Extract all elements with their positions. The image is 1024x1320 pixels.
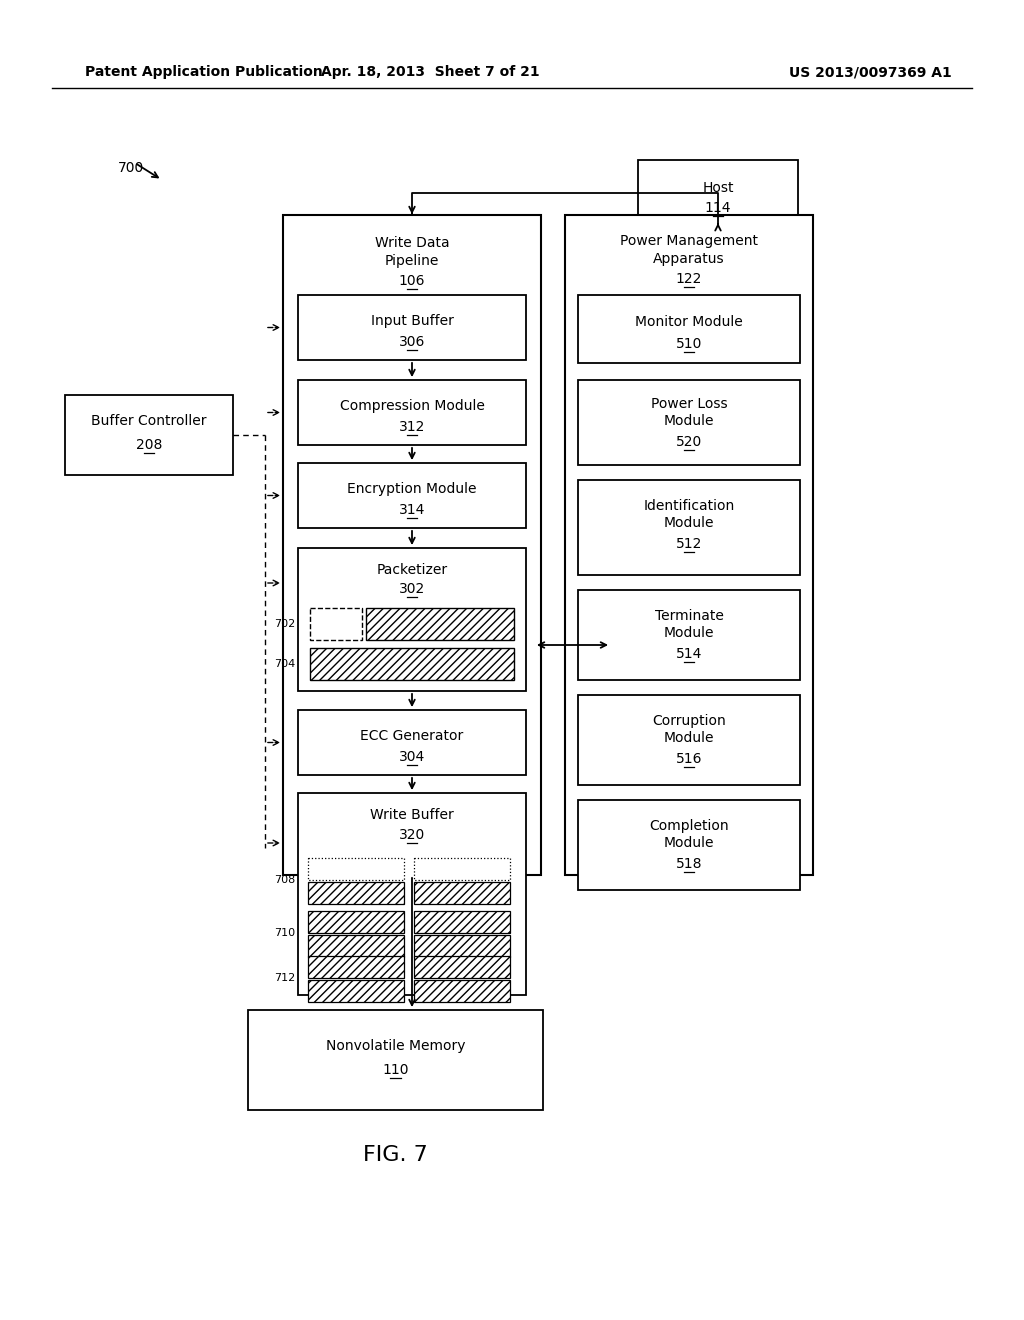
Bar [298,294,526,360]
Bar [565,215,813,875]
Bar [308,858,404,880]
Text: Nonvolatile Memory: Nonvolatile Memory [326,1039,465,1053]
Bar [308,979,404,1002]
Text: Input Buffer: Input Buffer [371,314,454,327]
Text: Encryption Module: Encryption Module [347,482,477,496]
Text: FIG. 7: FIG. 7 [362,1144,427,1166]
Text: Power Management: Power Management [620,234,758,248]
Bar [578,590,800,680]
Text: Terminate: Terminate [654,609,723,623]
Bar [414,911,510,933]
Bar [65,395,233,475]
Text: 302: 302 [399,582,425,597]
Text: 520: 520 [676,436,702,449]
Text: 510: 510 [676,337,702,351]
Bar [414,882,510,904]
Bar [248,1010,543,1110]
Text: 700: 700 [118,161,144,176]
Bar [298,793,526,995]
Text: US 2013/0097369 A1: US 2013/0097369 A1 [788,65,951,79]
Text: 306: 306 [398,335,425,348]
Bar [366,609,514,640]
Text: 110: 110 [382,1063,409,1077]
Text: 304: 304 [399,750,425,764]
Text: 320: 320 [399,828,425,842]
Text: Completion: Completion [649,818,729,833]
Text: 114: 114 [705,201,731,215]
Text: Module: Module [664,836,715,850]
Text: 702: 702 [273,619,295,630]
Bar [578,480,800,576]
Text: Apparatus: Apparatus [653,252,725,267]
Text: 314: 314 [398,503,425,517]
Text: 704: 704 [273,659,295,669]
Bar [578,696,800,785]
Bar [308,911,404,933]
Bar [414,858,510,880]
Bar [414,935,510,957]
Text: Module: Module [664,516,715,531]
Text: Host: Host [702,181,734,195]
Text: Identification: Identification [643,499,734,513]
Text: 518: 518 [676,857,702,871]
Bar [308,935,404,957]
Bar [298,463,526,528]
Text: Compression Module: Compression Module [340,399,484,413]
Text: 512: 512 [676,537,702,550]
Text: Packetizer: Packetizer [377,564,447,577]
Text: Monitor Module: Monitor Module [635,315,742,329]
Bar [298,710,526,775]
Bar [308,956,404,978]
Text: Module: Module [664,414,715,428]
Bar [298,548,526,690]
Text: 516: 516 [676,752,702,766]
Bar [310,648,514,680]
Text: 312: 312 [398,420,425,434]
Bar [414,956,510,978]
Text: Corruption: Corruption [652,714,726,729]
Text: Module: Module [664,626,715,640]
Text: Write Data: Write Data [375,236,450,249]
Bar [578,380,800,465]
Bar [638,160,798,224]
Text: Write Buffer: Write Buffer [370,808,454,822]
Text: 710: 710 [273,928,295,939]
Text: Apr. 18, 2013  Sheet 7 of 21: Apr. 18, 2013 Sheet 7 of 21 [321,65,540,79]
Bar [308,882,404,904]
Text: 514: 514 [676,647,702,661]
Text: 208: 208 [136,438,162,451]
Bar [578,294,800,363]
Bar [578,800,800,890]
Text: 712: 712 [273,973,295,983]
Text: Module: Module [664,731,715,744]
Bar [283,215,541,875]
Text: Buffer Controller: Buffer Controller [91,414,207,428]
Text: Patent Application Publication: Patent Application Publication [85,65,323,79]
Text: ECC Generator: ECC Generator [360,729,464,743]
Text: 708: 708 [273,875,295,884]
Bar [414,979,510,1002]
Bar [298,380,526,445]
Bar [310,609,362,640]
Text: 122: 122 [676,272,702,286]
Text: Power Loss: Power Loss [650,397,727,411]
Text: 106: 106 [398,275,425,288]
Text: Pipeline: Pipeline [385,253,439,268]
